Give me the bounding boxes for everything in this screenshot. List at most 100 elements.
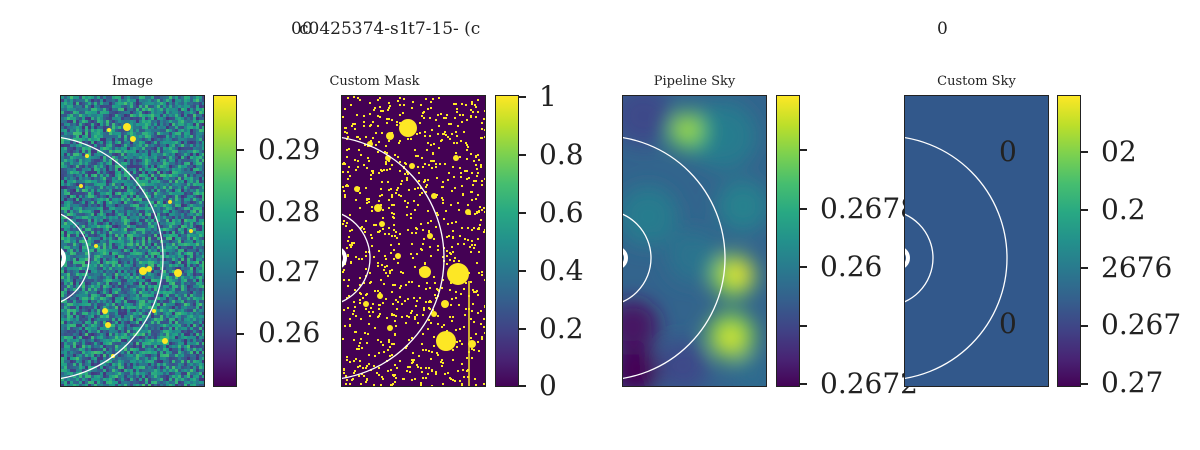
custom-mask-colorbar-tick-label: 0: [539, 369, 557, 402]
custom-sky-colorbar-tick-label: 2676: [1101, 251, 1173, 284]
center-ring: [342, 248, 347, 268]
center-ring: [623, 248, 628, 268]
star: [152, 309, 156, 313]
mask-blob: [386, 132, 394, 140]
star: [85, 154, 89, 158]
sky-blob: [623, 186, 678, 246]
image-colorbar-tick: [237, 211, 244, 213]
custom-mask-heatmap-svg: [342, 96, 485, 386]
custom-mask-colorbar: [495, 95, 519, 387]
image-heatmap-svg: [61, 96, 204, 386]
image-colorbar-tick-label: 0.28: [258, 195, 321, 228]
pipeline-sky-colorbar-tick-label: 0.2672: [820, 367, 918, 400]
custom-mask-colorbar-tick-label: 0.2: [539, 312, 584, 345]
colorbar-fill: [214, 96, 236, 386]
circle-arc-large: [61, 137, 164, 379]
mask-blob: [377, 293, 383, 299]
panel-title-custom-sky: Custom Sky: [937, 74, 1016, 89]
circle-arc-small: [905, 213, 934, 303]
panel-title-image: Image: [111, 74, 154, 89]
custom-sky-heatmap: [904, 95, 1049, 387]
mask-blob: [395, 253, 401, 259]
sky-blob: [726, 262, 750, 286]
mask-blob: [427, 233, 433, 239]
pipeline-sky-heatmap-svg: [623, 96, 766, 386]
star: [105, 322, 111, 328]
custom-mask-colorbar-tick-label: 0.6: [539, 196, 584, 229]
pipeline-sky-colorbar-tick-label: 0.26: [820, 250, 883, 283]
custom-sky-heatmap-svg: [905, 96, 1048, 386]
image-heatmap: [60, 95, 205, 387]
custom-sky-colorbar-tick-label: 02: [1101, 135, 1137, 168]
star: [130, 136, 136, 142]
custom-mask-colorbar-tick-label: 0.8: [539, 138, 584, 171]
sky-blob: [623, 300, 659, 352]
colorbar-fill: [777, 96, 799, 386]
sky-blob: [676, 118, 698, 140]
mask-blob: [419, 266, 431, 278]
colorbar-fill: [496, 96, 518, 386]
figure-suptitle-left-b: c0425374-s1: [299, 19, 410, 39]
custom-mask-colorbar-tick: [519, 385, 526, 387]
star: [102, 308, 108, 314]
circle-arc-small: [623, 213, 652, 303]
circle-arc-small: [342, 213, 371, 303]
sky-blob: [733, 356, 766, 386]
pipeline-sky-colorbar-tick-label: 0.2678: [820, 192, 918, 225]
star: [79, 184, 83, 188]
sky-blob: [719, 326, 743, 350]
pipeline-sky-colorbar-gradient: [777, 96, 799, 386]
mask-blob: [379, 221, 385, 227]
panel-title-custom-mask: Custom Mask: [329, 74, 420, 89]
figure-suptitle-left-a: 00: [291, 19, 313, 39]
custom-sky-colorbar-tick-label: 0.27: [1101, 366, 1164, 399]
mask-blob: [453, 155, 459, 161]
custom-sky-colorbar-tick: [1081, 209, 1088, 211]
mask-blob: [431, 193, 437, 199]
star: [139, 267, 147, 275]
custom-sky-colorbar-tick: [1081, 151, 1088, 153]
image-colorbar-tick: [237, 333, 244, 335]
circle-arc-large: [623, 137, 726, 379]
mask-blob: [363, 301, 369, 307]
colorbar-fill: [1058, 96, 1080, 386]
sky-blob: [667, 230, 719, 282]
sky-blob: [689, 102, 757, 170]
star: [107, 128, 111, 132]
star: [146, 266, 152, 272]
star: [189, 229, 193, 233]
custom-sky-colorbar-gradient: [1058, 96, 1080, 386]
flat-sky-fill: [905, 96, 1048, 386]
figure-suptitle-right: 0: [937, 19, 948, 39]
image-colorbar-tick-label: 0.26: [258, 316, 321, 349]
custom-mask-colorbar-tick: [519, 328, 526, 330]
center-ring: [61, 248, 66, 268]
mask-blob: [399, 119, 417, 137]
sky-blob: [623, 96, 673, 146]
mask-blob: [468, 340, 476, 348]
pipeline-sky-colorbar-minor-tick: [800, 325, 807, 327]
custom-mask-colorbar-tick-label: 0.4: [539, 254, 584, 287]
image-colorbar-tick-label: 0.27: [258, 255, 321, 288]
custom-mask-colorbar-tick: [519, 212, 526, 214]
panel-title-pipeline-sky: Pipeline Sky: [653, 74, 736, 89]
mask-blob: [447, 263, 469, 285]
image-colorbar-tick: [237, 149, 244, 151]
custom-sky-image-label: 0: [999, 307, 1017, 340]
image-colorbar-tick: [237, 271, 244, 273]
custom-sky-colorbar: [1057, 95, 1081, 387]
custom-mask-colorbar-tick-label: 1: [539, 80, 557, 113]
mask-blob: [441, 300, 449, 308]
pipeline-sky-colorbar-minor-tick: [800, 149, 807, 151]
custom-sky-colorbar-tick-label: 0.267: [1101, 308, 1182, 341]
custom-sky-colorbar-tick: [1081, 383, 1088, 385]
mask-blob: [374, 204, 382, 212]
custom-mask-colorbar-tick: [519, 154, 526, 156]
pipeline-sky-colorbar-tick: [800, 266, 807, 268]
circle-arc-large: [905, 137, 1008, 379]
custom-sky-colorbar-tick: [1081, 325, 1088, 327]
mask-blob: [409, 163, 415, 169]
pipeline-sky-colorbar-tick: [800, 208, 807, 210]
mask-blob: [387, 325, 393, 331]
circle-arc-small: [61, 213, 90, 303]
